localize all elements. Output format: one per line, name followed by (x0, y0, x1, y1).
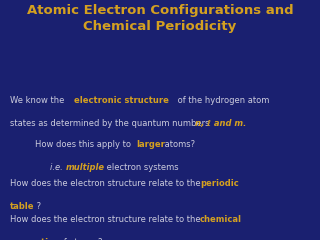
Text: n, ℓ and m.: n, ℓ and m. (195, 119, 246, 128)
Text: properties: properties (10, 238, 59, 240)
Text: How does this apply to: How does this apply to (35, 140, 134, 149)
Text: i.e.: i.e. (50, 163, 65, 172)
Text: atoms?: atoms? (162, 140, 195, 149)
Text: chemical: chemical (200, 215, 242, 224)
Text: of atoms ?: of atoms ? (56, 238, 102, 240)
Text: of the hydrogen atom: of the hydrogen atom (175, 96, 270, 105)
Text: How does the electron structure relate to the: How does the electron structure relate t… (10, 179, 203, 188)
Text: We know the: We know the (10, 96, 67, 105)
Text: Atomic Electron Configurations and
Chemical Periodicity: Atomic Electron Configurations and Chemi… (27, 4, 293, 33)
Text: larger: larger (137, 140, 165, 149)
Text: electron systems: electron systems (104, 163, 179, 172)
Text: electronic structure: electronic structure (74, 96, 169, 105)
Text: multiple: multiple (66, 163, 105, 172)
Text: ?: ? (34, 202, 41, 211)
Text: How does the electron structure relate to the: How does the electron structure relate t… (10, 215, 203, 224)
Text: periodic: periodic (200, 179, 239, 188)
Text: states as determined by the quantum numbers: states as determined by the quantum numb… (10, 119, 212, 128)
Text: table: table (10, 202, 34, 211)
